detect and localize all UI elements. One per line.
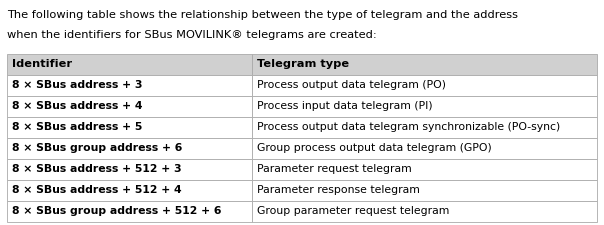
Text: The following table shows the relationship between the type of telegram and the : The following table shows the relationsh… xyxy=(7,10,518,20)
Text: 8 × SBus address + 5: 8 × SBus address + 5 xyxy=(12,122,143,132)
Text: Group parameter request telegram: Group parameter request telegram xyxy=(257,206,449,216)
Text: Parameter response telegram: Parameter response telegram xyxy=(257,185,420,195)
Bar xyxy=(7,96,252,117)
Bar xyxy=(252,159,597,180)
Bar xyxy=(7,75,252,96)
Text: Process output data telegram (PO): Process output data telegram (PO) xyxy=(257,80,446,90)
Text: 8 × SBus address + 512 + 4: 8 × SBus address + 512 + 4 xyxy=(12,185,182,195)
Bar xyxy=(252,180,597,201)
Text: 8 × SBus address + 512 + 3: 8 × SBus address + 512 + 3 xyxy=(12,164,182,174)
Text: Parameter request telegram: Parameter request telegram xyxy=(257,164,411,174)
Bar xyxy=(7,201,252,222)
Text: 8 × SBus address + 4: 8 × SBus address + 4 xyxy=(12,101,143,111)
Bar xyxy=(252,96,597,117)
Bar xyxy=(252,138,597,159)
Bar xyxy=(7,54,252,75)
Text: Identifier: Identifier xyxy=(12,59,72,70)
Text: Process output data telegram synchronizable (PO-sync): Process output data telegram synchroniza… xyxy=(257,122,560,132)
Bar xyxy=(7,138,252,159)
Bar xyxy=(252,117,597,138)
Bar xyxy=(252,201,597,222)
Text: Process input data telegram (PI): Process input data telegram (PI) xyxy=(257,101,432,111)
Text: 8 × SBus group address + 512 + 6: 8 × SBus group address + 512 + 6 xyxy=(12,206,222,216)
Bar xyxy=(7,117,252,138)
Text: Telegram type: Telegram type xyxy=(257,59,349,70)
Text: 8 × SBus address + 3: 8 × SBus address + 3 xyxy=(12,80,143,90)
Text: 8 × SBus group address + 6: 8 × SBus group address + 6 xyxy=(12,143,182,153)
Text: Group process output data telegram (GPO): Group process output data telegram (GPO) xyxy=(257,143,492,153)
Bar xyxy=(252,75,597,96)
Bar xyxy=(252,54,597,75)
Bar xyxy=(7,159,252,180)
Bar xyxy=(7,180,252,201)
Text: when the identifiers for SBus MOVILINK® telegrams are created:: when the identifiers for SBus MOVILINK® … xyxy=(7,30,377,40)
